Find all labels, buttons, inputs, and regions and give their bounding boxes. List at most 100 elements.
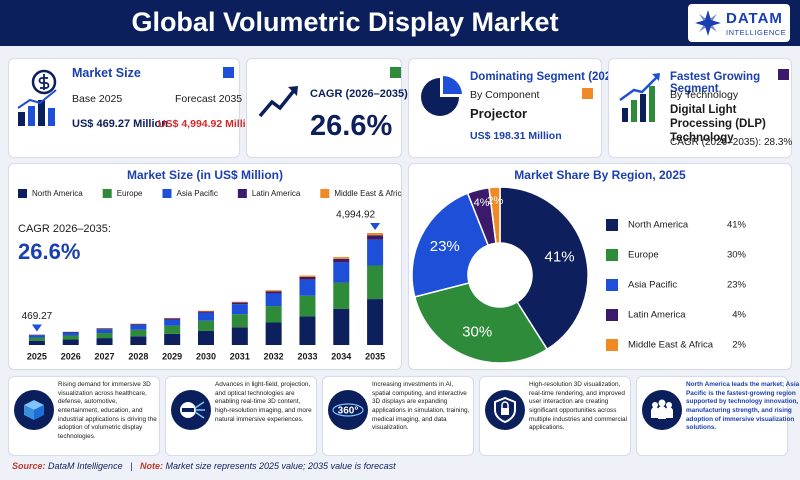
bar-segment (299, 295, 316, 317)
legend-swatch (237, 189, 247, 198)
annotation-label: CAGR 2026–2035: (18, 223, 111, 235)
marker (31, 324, 42, 332)
bar-segment (96, 329, 113, 334)
pie-chart: Market Share By Region, 2025 41% North Ame… (411, 168, 747, 364)
bar-segment (231, 327, 248, 345)
footer-note: Market size represents 2025 value; 2035 … (165, 461, 396, 471)
legend-swatch (606, 249, 618, 261)
driver-text: Advances in light-field, projection, and… (215, 381, 312, 423)
bar-segment (231, 314, 248, 328)
kpi-badge (778, 69, 789, 80)
bar-segment (198, 310, 214, 312)
bar-segment (198, 320, 214, 331)
bar-segment (130, 329, 147, 337)
legend-swatch (162, 189, 172, 198)
bar-segment (164, 318, 181, 320)
kpi-value: 26.6% (310, 110, 393, 142)
bar-segment (333, 258, 350, 263)
bar-segment (130, 324, 147, 325)
driver-text: High-resolution 3D visualization, real-t… (529, 381, 628, 432)
driver-icon (14, 390, 54, 430)
bar-segment (367, 265, 384, 300)
driver-icon (485, 390, 525, 430)
kpi-icon (619, 73, 660, 122)
pie-slice (488, 186, 501, 245)
footer-source: DataM Intelligence (48, 461, 123, 471)
bar-segment (333, 262, 350, 283)
x-tick-label: 2026 (61, 351, 81, 361)
slice-label: 41% (545, 249, 575, 266)
x-tick-label: 2025 (27, 351, 47, 361)
bar-segment (333, 308, 350, 345)
bar-segment (130, 336, 147, 345)
x-tick-label: 2033 (297, 351, 317, 361)
bar-segment (164, 325, 181, 334)
kpi-value: US$ 198.31 Million (470, 130, 562, 142)
kpi-icon (17, 69, 57, 126)
kpi-value: US$ 4,994.92 Million (158, 118, 259, 130)
bar-segment (28, 337, 45, 341)
kpi-segment: Digital Light Processing (DLP) Technolog… (670, 104, 766, 144)
legend-label: North America (628, 220, 689, 231)
marker (370, 223, 381, 230)
bar-segment (231, 302, 248, 305)
driver-text: Increasing investments in AI, spatial co… (372, 381, 470, 432)
legend-swatch (18, 189, 27, 198)
logo: DATAM INTELLIGENCE (688, 4, 790, 42)
kpi-badge (582, 88, 593, 99)
kpi-card (246, 58, 402, 158)
legend-label: Latin America (252, 189, 301, 198)
driver-icon (642, 390, 682, 430)
footer: Source: DataM Intelligence | Note: Marke… (12, 461, 396, 471)
legend-label: Europe (628, 250, 659, 261)
annotation-value: 26.6% (18, 239, 80, 264)
page-title: Global Volumetric Display Market (131, 7, 559, 37)
bar-segment (333, 282, 350, 309)
kpi-subtitle: By Technology (670, 89, 739, 101)
driver-text: Rising demand for immersive 3D visualiza… (58, 381, 157, 440)
kpi-title: Fastest Growing Segment (670, 71, 761, 95)
bar-segment (265, 322, 282, 345)
bar-segment (164, 319, 181, 326)
kpi-label: Base 2025 (72, 93, 123, 105)
icon-graphic (24, 400, 44, 420)
legend-label: Asia Pacific (176, 189, 217, 198)
legend-swatch (606, 339, 618, 351)
slice-label: 23% (430, 238, 460, 255)
bar-segment (231, 304, 248, 315)
bar-segment (265, 291, 282, 294)
bar-segment (265, 290, 282, 292)
kpi-card (608, 58, 792, 158)
kpi-icon (258, 86, 298, 118)
bar-segment (299, 279, 316, 296)
kpi-badge (223, 67, 234, 78)
driver-text: North America leads the market; Asia Pac… (686, 381, 800, 432)
driver-icon (171, 390, 211, 430)
x-tick-label: 2030 (196, 351, 216, 361)
bar-segment (164, 317, 181, 319)
kpi-segment: Projector (470, 106, 528, 121)
legend-swatch (606, 279, 618, 291)
kpi-badge (390, 67, 401, 78)
legend-swatch (320, 189, 330, 198)
bar-segment (367, 239, 384, 266)
bar-segment (62, 332, 79, 336)
kpi-title: Dominating Segment (2025) (470, 71, 622, 83)
x-tick-label: 2031 (230, 351, 250, 361)
x-tick-label: 2035 (365, 351, 385, 361)
chart-title: Market Share By Region, 2025 (514, 168, 686, 182)
bar-segment (299, 276, 316, 280)
x-tick-label: 2034 (331, 351, 351, 361)
bar-chart: Market Size (in US$ Million) North Americ… (18, 168, 402, 361)
bar-segment (62, 335, 79, 340)
legend-label: Asia Pacific (628, 280, 677, 291)
footer-separator: | (130, 461, 133, 471)
bar-segment (96, 333, 113, 339)
legend-value: 41% (727, 220, 747, 231)
bar-segment (198, 311, 214, 313)
bar-segment (367, 299, 384, 345)
bar-segment (28, 335, 45, 338)
footer-label: Note: (139, 461, 163, 471)
bar-segment (198, 312, 214, 321)
kpi-label: Forecast 2035 (175, 93, 243, 105)
